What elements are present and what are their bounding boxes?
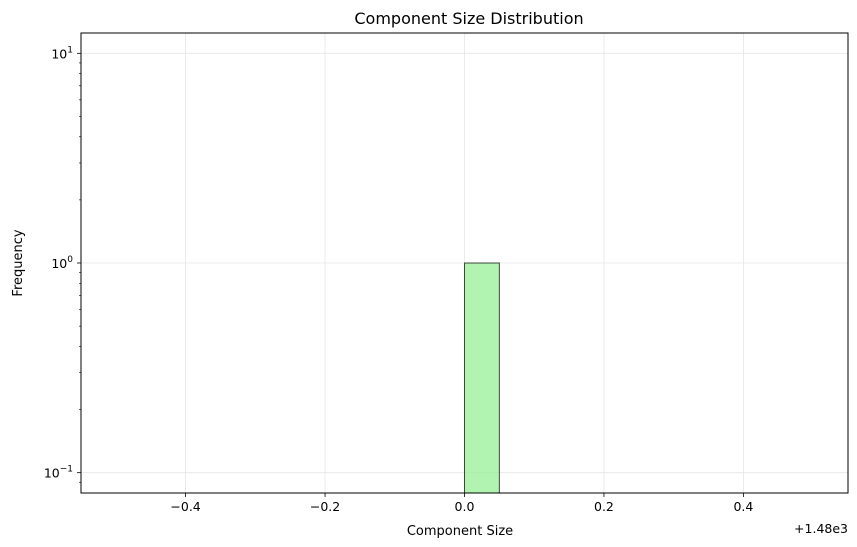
y-tick-label: 100 xyxy=(51,255,73,271)
y-tick-label: 101 xyxy=(51,45,73,61)
chart-title: Component Size Distribution xyxy=(354,9,583,28)
y-axis-label: Frequency xyxy=(11,229,26,296)
x-tick-label: −0.4 xyxy=(170,499,200,514)
y-tick-label: 10−1 xyxy=(44,465,73,481)
bars xyxy=(464,262,500,494)
histogram-bar xyxy=(464,262,500,494)
x-tick-label: 0.2 xyxy=(594,499,614,514)
ticks: −0.4 −0.2 0.0 0.2 0.4 10−1 100 101 xyxy=(44,45,754,514)
x-axis-label: Component Size xyxy=(407,524,513,539)
x-tick-label: 0.4 xyxy=(733,499,753,514)
x-offset-label: +1.48e3 xyxy=(794,521,848,536)
plot-frame xyxy=(80,32,849,494)
x-tick-label: 0.0 xyxy=(455,499,475,514)
x-tick-label: −0.2 xyxy=(310,499,340,514)
